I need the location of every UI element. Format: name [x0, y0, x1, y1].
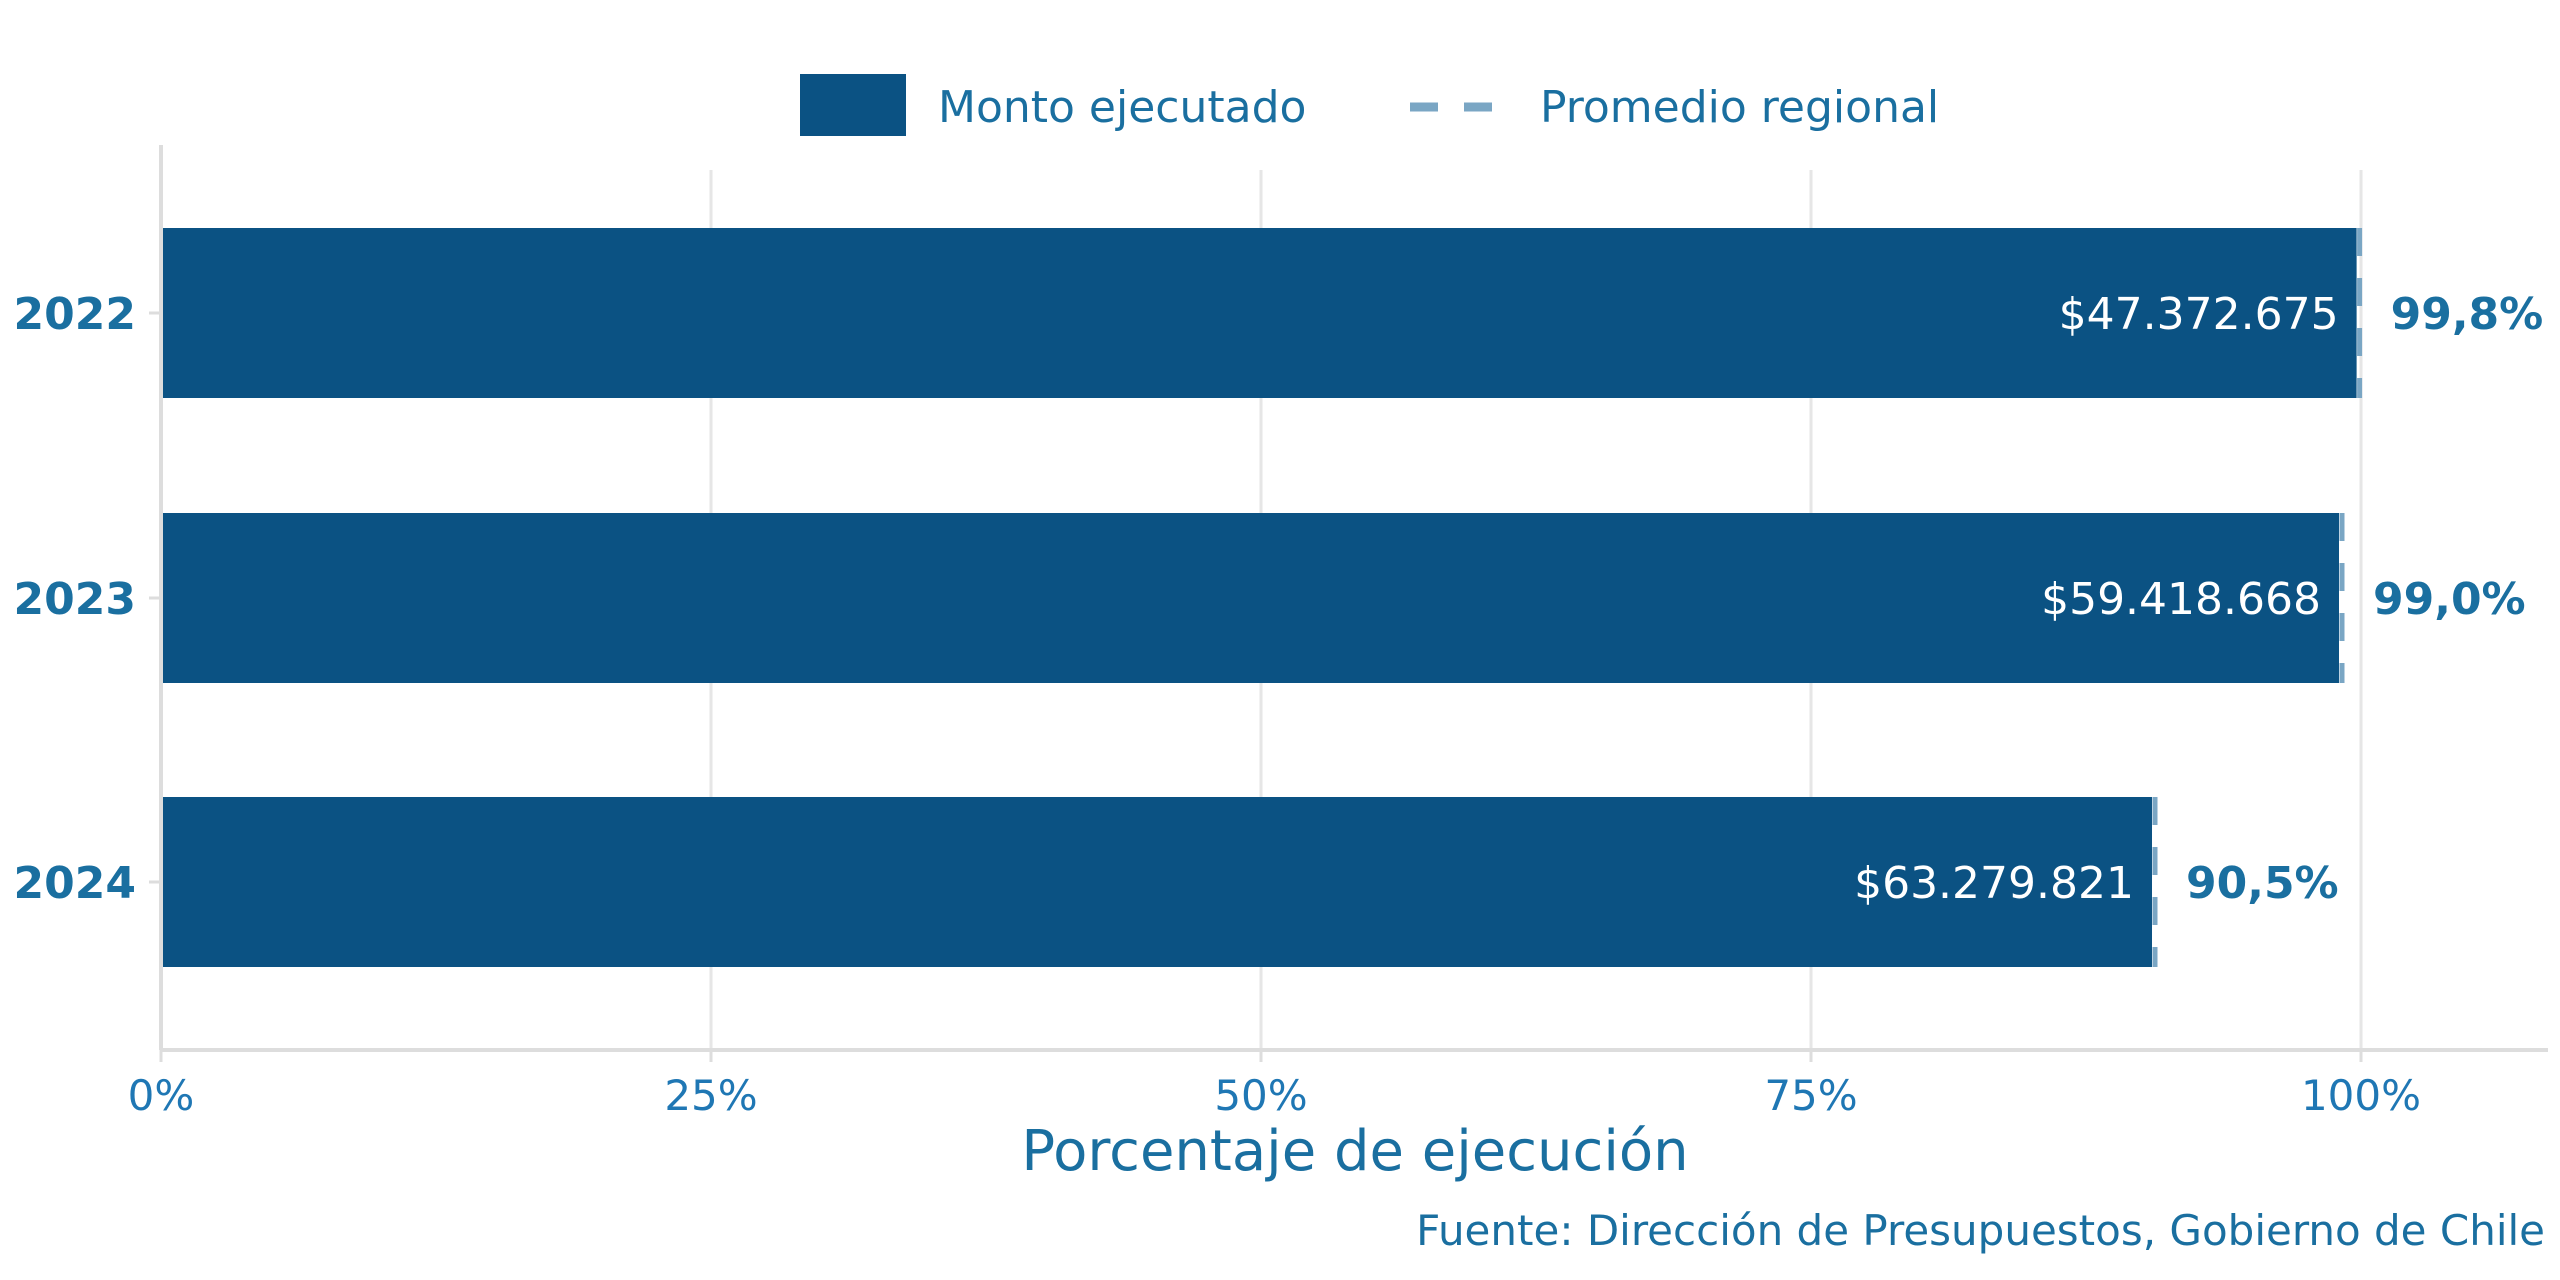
percent-label: 99,8% — [2391, 289, 2544, 340]
x-axis-title: Porcentaje de ejecución — [1021, 1119, 1688, 1184]
x-tick-label: 100% — [2301, 1071, 2421, 1120]
category-label: 2022 — [14, 289, 136, 340]
legend-label-promedio: Promedio regional — [1540, 82, 1939, 133]
category-label: 2023 — [14, 574, 136, 625]
source-note: Fuente: Dirección de Presupuestos, Gobie… — [1416, 1206, 2545, 1255]
bar — [163, 228, 2357, 398]
legend-swatch-monto — [800, 74, 906, 136]
percent-label: 90,5% — [2186, 858, 2339, 909]
amount-label: $63.279.821 — [1854, 858, 2134, 909]
bars — [163, 228, 2363, 967]
bar — [163, 513, 2339, 683]
x-tick-label: 0% — [128, 1071, 195, 1120]
amount-label: $47.372.675 — [2059, 289, 2339, 340]
category-label: 2024 — [14, 858, 136, 909]
legend: Monto ejecutado Promedio regional — [800, 74, 1939, 136]
x-tick-label: 25% — [664, 1071, 757, 1120]
bar — [163, 797, 2152, 967]
x-tick-label: 50% — [1214, 1071, 1307, 1120]
bar-labels: $47.372.675 99,8% $59.418.668 99,0% $63.279.… — [1854, 289, 2543, 909]
legend-label-monto: Monto ejecutado — [938, 82, 1306, 133]
x-tick-label: 75% — [1764, 1071, 1857, 1120]
amount-label: $59.418.668 — [2041, 574, 2321, 625]
axes: 0% 25% 50% 75% 100% 2022 2023 2024 — [14, 145, 2548, 1120]
percent-label: 99,0% — [2373, 574, 2526, 625]
